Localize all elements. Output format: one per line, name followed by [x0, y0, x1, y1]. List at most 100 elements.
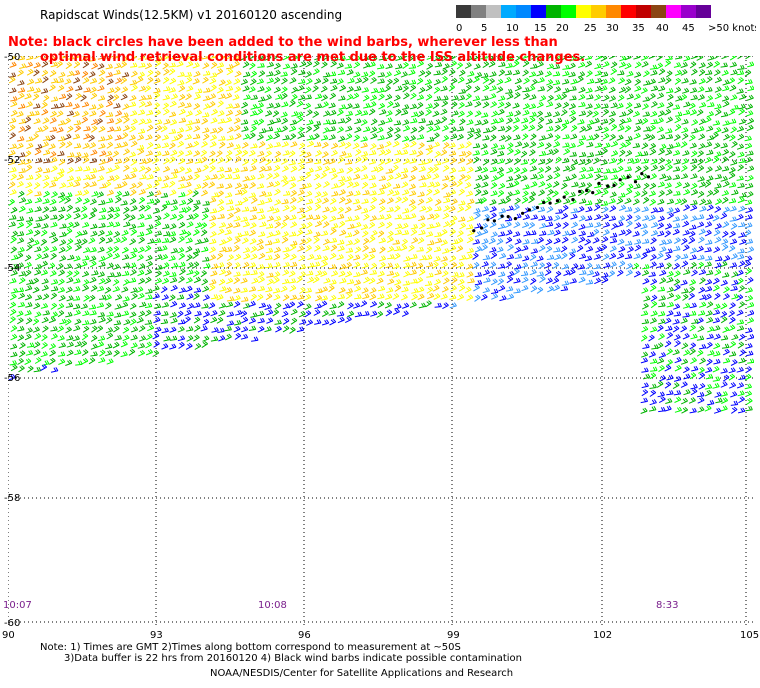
- wind-barb: [490, 158, 498, 165]
- wind-barb: [538, 150, 547, 157]
- wind-barb: [81, 221, 90, 228]
- wind-barb: [737, 133, 745, 141]
- wind-barb: [529, 268, 537, 276]
- wind-barb: [747, 61, 754, 68]
- wind-barb: [112, 286, 121, 293]
- legend-label: >50 knots: [708, 23, 756, 34]
- wind-barb: [232, 56, 240, 61]
- wind-barb: [59, 255, 67, 262]
- wind-barb: [417, 56, 425, 60]
- wind-barb: [640, 407, 648, 414]
- wind-barb: [747, 358, 754, 364]
- wind-barb: [49, 151, 57, 158]
- wind-barb: [88, 56, 97, 62]
- wind-barb: [418, 159, 426, 166]
- wind-barb: [11, 254, 19, 261]
- wind-barb: [664, 317, 672, 325]
- wind-barb: [457, 293, 465, 301]
- wind-barb: [169, 213, 178, 220]
- wind-barb: [523, 77, 530, 85]
- wind-barb: [114, 62, 122, 69]
- wind-barb: [658, 302, 666, 308]
- wind-barb: [24, 93, 32, 100]
- wind-barb: [178, 56, 185, 60]
- wind-barb: [395, 63, 403, 70]
- wind-barb: [219, 286, 227, 292]
- wind-barb: [290, 141, 298, 148]
- wind-barb: [385, 93, 393, 101]
- wind-barb: [304, 94, 312, 100]
- wind-barb: [24, 310, 32, 316]
- wind-barb: [739, 238, 747, 245]
- wind-barb: [89, 77, 98, 84]
- wind-barb: [9, 132, 16, 140]
- wind-barb: [626, 93, 634, 100]
- wind-barb: [98, 277, 106, 285]
- wind-barb: [714, 262, 722, 269]
- wind-barb: [9, 167, 17, 173]
- wind-barb: [57, 213, 65, 221]
- wind-barb: [42, 135, 51, 141]
- wind-barb: [498, 271, 506, 278]
- wind-barb: [448, 69, 456, 76]
- wind-barb: [625, 102, 633, 109]
- wind-barb: [688, 397, 696, 404]
- wind-barb: [121, 229, 129, 236]
- wind-barb: [152, 350, 160, 357]
- wind-barb: [98, 255, 106, 262]
- wind-barb: [424, 79, 432, 86]
- wind-barb: [202, 256, 210, 262]
- wind-barb: [537, 167, 545, 174]
- wind-barb: [289, 294, 298, 301]
- wind-barb: [410, 126, 418, 134]
- wind-barb: [153, 310, 161, 316]
- wind-barb: [145, 333, 153, 341]
- wind-barb: [18, 365, 25, 373]
- wind-barb: [697, 397, 705, 404]
- wind-barb: [296, 111, 304, 118]
- wind-barb: [682, 312, 690, 318]
- wind-barb: [352, 215, 360, 222]
- wind-barb: [642, 165, 649, 173]
- wind-barb: [201, 237, 209, 244]
- wind-barb: [417, 60, 424, 68]
- wind-barb: [58, 206, 66, 213]
- wind-barb: [162, 94, 171, 101]
- wind-barb: [665, 398, 673, 404]
- wind-barb: [202, 112, 210, 118]
- wind-barb: [592, 228, 600, 236]
- wind-barb: [401, 229, 410, 236]
- wind-barb: [8, 198, 15, 206]
- wind-barb: [65, 141, 73, 149]
- wind-barb: [345, 247, 354, 253]
- wind-barb: [171, 135, 179, 142]
- wind-barb: [130, 110, 138, 117]
- wind-barb: [170, 284, 178, 292]
- wind-barb: [641, 206, 649, 213]
- wind-barb: [512, 180, 520, 187]
- wind-barb: [553, 214, 561, 222]
- wind-barb: [65, 318, 72, 326]
- wind-barb: [49, 349, 56, 357]
- wind-barb: [370, 133, 378, 140]
- wind-barb: [689, 142, 697, 149]
- wind-barb: [706, 135, 715, 141]
- wind-barb: [75, 85, 83, 91]
- wind-barb: [24, 150, 32, 158]
- wind-barb: [674, 340, 681, 348]
- wind-barb: [73, 61, 81, 69]
- wind-barb: [416, 134, 425, 140]
- wind-barb: [408, 174, 416, 182]
- wind-barb: [355, 56, 363, 61]
- wind-barb: [409, 84, 417, 92]
- wind-barb: [649, 148, 657, 156]
- wind-barb: [128, 348, 136, 356]
- wind-barb: [195, 88, 203, 94]
- wind-barb: [137, 269, 145, 277]
- wind-barb: [609, 191, 617, 198]
- wind-barb: [49, 270, 57, 277]
- wind-barb: [610, 68, 618, 76]
- wind-barb: [664, 182, 672, 189]
- wind-barb: [227, 254, 234, 262]
- wind-barb: [490, 143, 499, 149]
